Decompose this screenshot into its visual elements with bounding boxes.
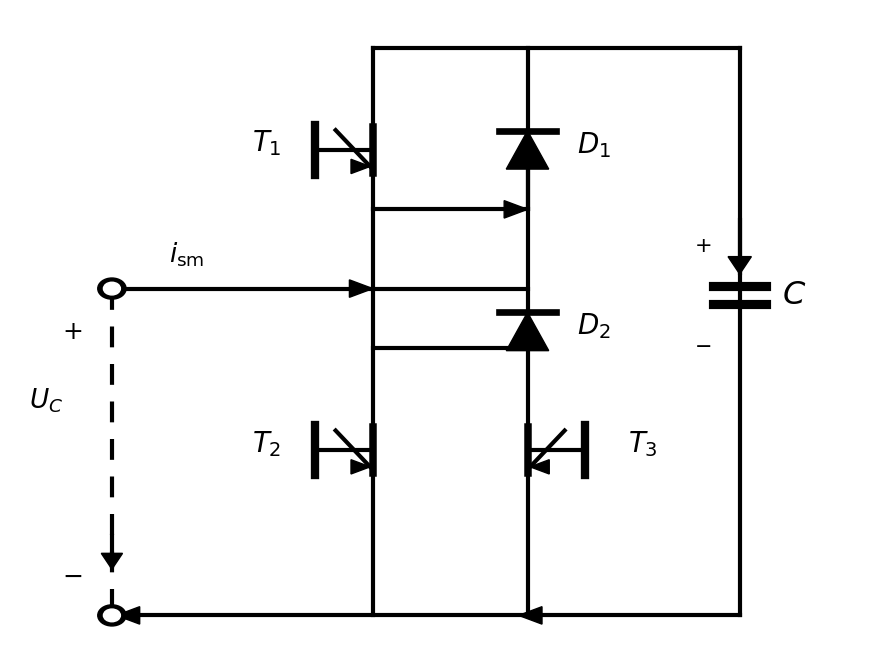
Polygon shape [101, 554, 122, 569]
Text: $D_1$: $D_1$ [576, 130, 610, 160]
Polygon shape [351, 459, 369, 474]
Polygon shape [116, 607, 139, 624]
Polygon shape [518, 607, 541, 624]
Circle shape [97, 278, 126, 299]
Text: $D_2$: $D_2$ [576, 312, 610, 341]
Polygon shape [503, 201, 527, 218]
Text: $-$: $-$ [693, 335, 711, 355]
Text: $T_3$: $T_3$ [627, 429, 657, 459]
Circle shape [104, 282, 120, 295]
Polygon shape [506, 312, 548, 351]
Circle shape [104, 609, 120, 622]
Text: $+$: $+$ [693, 235, 711, 256]
Polygon shape [506, 131, 548, 169]
Text: $C$: $C$ [781, 280, 805, 311]
Text: $U_C$: $U_C$ [28, 387, 63, 415]
Text: $T_1$: $T_1$ [252, 129, 281, 158]
Polygon shape [530, 459, 548, 474]
Circle shape [97, 605, 126, 626]
Text: $T_2$: $T_2$ [252, 429, 281, 459]
Polygon shape [349, 280, 372, 297]
Text: $-$: $-$ [62, 564, 82, 588]
Polygon shape [727, 257, 750, 274]
Polygon shape [351, 159, 369, 174]
Text: $i_{\rm sm}$: $i_{\rm sm}$ [169, 240, 205, 269]
Text: $+$: $+$ [62, 320, 82, 343]
